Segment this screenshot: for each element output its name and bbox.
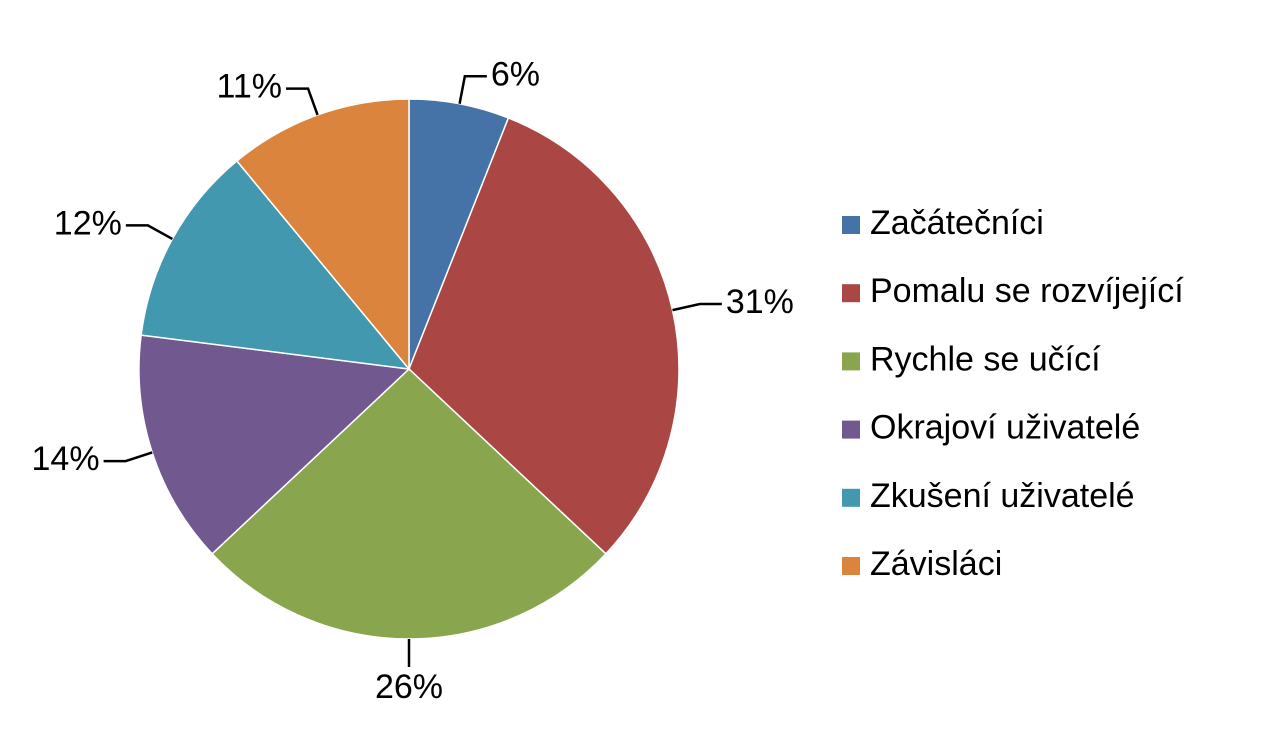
data-label: 26% [375,668,443,706]
legend-label: Zkušení uživatelé [870,477,1135,515]
leader-line [458,75,487,105]
legend-swatch [842,420,860,439]
pie-slice [211,367,607,640]
leader-line [125,224,173,241]
data-label: 6% [491,55,540,93]
legend-label: Závisláci [870,545,1002,583]
legend-swatch [842,284,860,303]
legend-label: Začátečníci [870,204,1044,242]
legend-label: Okrajoví uživatelé [870,409,1140,447]
pie-slice [140,159,411,370]
legend-label: Rychle se učící [870,340,1101,378]
legend-swatch [842,216,860,234]
data-label: 11% [217,68,283,106]
data-label: 31% [726,283,794,321]
leader-line [672,302,722,312]
data-label: 14% [32,440,100,478]
legend-swatch [842,352,860,371]
legend-swatch [842,557,860,575]
pie-slice [408,116,680,555]
data-label: 12% [54,204,122,242]
leader-line [103,451,153,463]
leader-line [286,87,319,116]
legend-swatch [842,488,860,507]
legend-label: Pomalu se rozvíjející [870,272,1184,310]
